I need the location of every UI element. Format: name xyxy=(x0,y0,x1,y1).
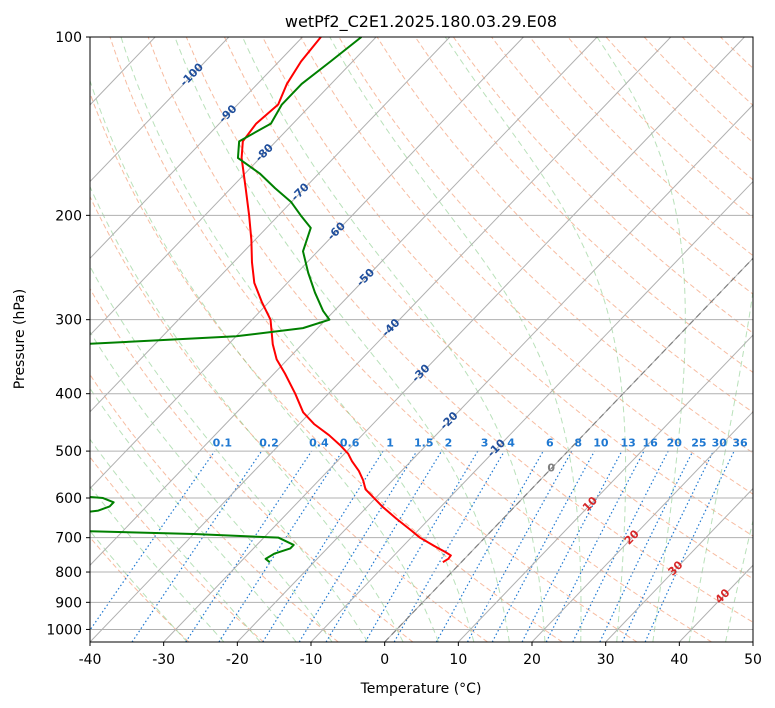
mixing-ratio-label: 2 xyxy=(445,436,453,449)
x-tick-label: 0 xyxy=(380,652,389,668)
y-tick-label: 700 xyxy=(55,531,82,547)
moist-adiabat xyxy=(90,438,261,642)
isotherm-line xyxy=(90,37,303,260)
moist-adiabat xyxy=(174,37,510,642)
isotherm-line xyxy=(531,411,753,642)
dry-adiabat xyxy=(147,37,712,642)
isotherm-line xyxy=(90,37,672,642)
plot-frame xyxy=(89,36,754,643)
freezing-isotherm-label: 0 xyxy=(547,462,555,475)
dry-adiabat xyxy=(185,37,753,623)
dry-adiabat xyxy=(223,37,753,580)
y-tick-label: 900 xyxy=(55,595,82,611)
x-axis-title: Temperature (°C) xyxy=(360,681,482,697)
x-tick-label: -30 xyxy=(152,652,175,668)
y-axis-title: Pressure (hPa) xyxy=(12,289,28,389)
mixing-ratio-label: 0.2 xyxy=(259,436,279,449)
isotherm-line xyxy=(384,257,753,642)
mixing-ratio-line xyxy=(218,450,343,642)
moist-adiabat xyxy=(329,37,582,642)
isotherm-line xyxy=(90,37,230,183)
x-tick-label: -40 xyxy=(79,652,102,668)
moist-adiabat xyxy=(90,79,439,642)
chart-title: wetPf2_C2E1.2025.180.03.29.E08 xyxy=(285,12,557,32)
mixing-ratio-label: 4 xyxy=(507,436,515,449)
mixing-ratio-label: 13 xyxy=(620,436,635,449)
y-tick-label: 300 xyxy=(55,313,82,329)
y-tick-label: 400 xyxy=(55,387,82,403)
isotherm-line xyxy=(90,37,377,336)
isotherm-line xyxy=(236,104,753,642)
mixing-ratio-line xyxy=(435,450,544,642)
mixing-ratio-label: 25 xyxy=(691,436,706,449)
mixing-ratio-label: 20 xyxy=(667,436,683,449)
dry-adiabat xyxy=(376,37,753,413)
dry-adiabat xyxy=(452,37,753,334)
x-tick-label: -20 xyxy=(226,652,249,668)
mixing-ratio-label: 30 xyxy=(712,436,728,449)
temperature-curve xyxy=(240,37,452,564)
moist-adiabat xyxy=(725,518,753,642)
mixing-ratio-label: 0.4 xyxy=(309,436,329,449)
moist-adiabat xyxy=(90,265,369,642)
y-tick-label: 500 xyxy=(55,444,82,460)
mixing-ratio-line xyxy=(131,450,263,642)
isotherm-line xyxy=(457,334,753,642)
mixing-ratio-line xyxy=(466,450,573,642)
x-tick-label: 50 xyxy=(744,652,762,668)
isotherm-line xyxy=(90,37,598,566)
mixing-ratio-label: 1.5 xyxy=(414,436,434,449)
x-tick-label: 10 xyxy=(449,652,467,668)
dry-adiabat xyxy=(338,37,753,454)
mixing-ratio-label: 36 xyxy=(732,436,748,449)
moist-adiabat xyxy=(90,330,333,642)
moist-adiabat xyxy=(444,37,627,642)
mixing-ratio-label: 0.1 xyxy=(213,436,233,449)
mixing-ratio-label: 0.6 xyxy=(340,436,360,449)
dry-adiabat xyxy=(90,456,264,642)
isotherm-line xyxy=(90,37,524,490)
mixing-ratio-line xyxy=(185,450,313,642)
mixing-ratio-line xyxy=(572,450,669,642)
isotherm-line xyxy=(310,180,753,642)
mixing-ratio-label: 8 xyxy=(574,436,582,449)
y-tick-label: 1000 xyxy=(46,622,82,638)
x-tick-label: 40 xyxy=(670,652,688,668)
mixing-ratio-line xyxy=(545,450,645,642)
dry-adiabat xyxy=(90,536,190,642)
mixing-ratio-label: 1 xyxy=(386,436,394,449)
mixing-ratio-label: 6 xyxy=(546,436,554,449)
y-tick-label: 600 xyxy=(55,491,82,507)
mixing-ratio-line xyxy=(325,450,443,642)
y-tick-label: 100 xyxy=(55,30,82,46)
moist-adiabat xyxy=(242,37,546,642)
axis-ticks: -40 -30 -20 -10 0 10 20 30 40 5010009008007006005… xyxy=(46,30,762,668)
mixing-ratio-label: 3 xyxy=(481,436,489,449)
moist-adiabat xyxy=(90,387,297,642)
moist-adiabat xyxy=(120,37,475,642)
isotherm-line xyxy=(605,487,753,642)
y-tick-label: 200 xyxy=(55,208,82,224)
mixing-ratio-line xyxy=(298,450,418,642)
dewpoint-curve xyxy=(90,37,363,563)
moist-adiabat xyxy=(596,37,686,642)
mixing-ratio-line xyxy=(90,450,216,632)
sounding-curves xyxy=(90,37,452,564)
x-tick-label: 20 xyxy=(523,652,541,668)
isotherm-line xyxy=(163,37,745,642)
mixing-ratio-label: 16 xyxy=(642,436,658,449)
x-tick-label: -10 xyxy=(300,652,323,668)
mixing-ratio-line xyxy=(262,450,384,642)
moist-adiabat xyxy=(688,288,753,642)
skewt-grid xyxy=(90,37,753,642)
dry-adiabat xyxy=(90,195,488,642)
y-tick-label: 800 xyxy=(55,565,82,581)
dry-adiabat xyxy=(90,373,339,642)
mixing-ratio-label: 10 xyxy=(593,436,609,449)
x-tick-label: 30 xyxy=(597,652,615,668)
dry-adiabat xyxy=(109,37,638,642)
